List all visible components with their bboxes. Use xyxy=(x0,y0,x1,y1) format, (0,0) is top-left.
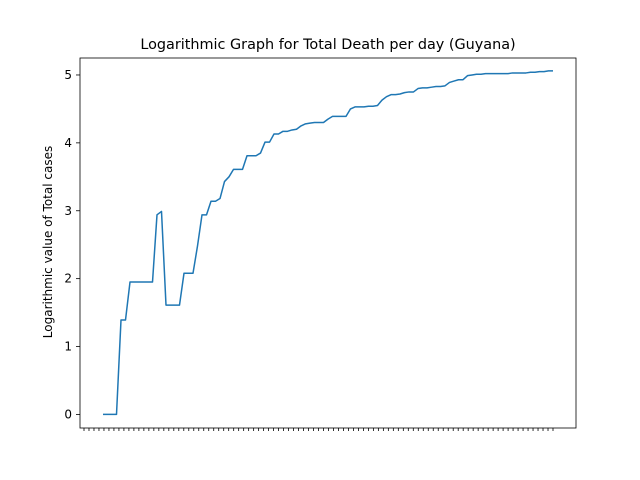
y-tick-label: 5 xyxy=(64,68,72,82)
y-axis-label: Logarithmic value of Total cases xyxy=(41,146,55,338)
y-tick-label: 3 xyxy=(64,204,72,218)
chart-title: Logarithmic Graph for Total Death per da… xyxy=(140,37,515,53)
plot-frame xyxy=(79,57,577,429)
y-tick-label: 1 xyxy=(64,340,72,354)
series-line xyxy=(103,70,553,416)
series-layer xyxy=(103,70,553,416)
x-ticks xyxy=(83,428,554,431)
y-tick-label: 4 xyxy=(64,136,72,150)
y-ticks: 0 1 2 3 4 5 xyxy=(64,68,80,421)
y-tick-label: 2 xyxy=(64,272,72,286)
plot-area xyxy=(79,57,577,429)
y-tick-label: 0 xyxy=(64,407,72,421)
